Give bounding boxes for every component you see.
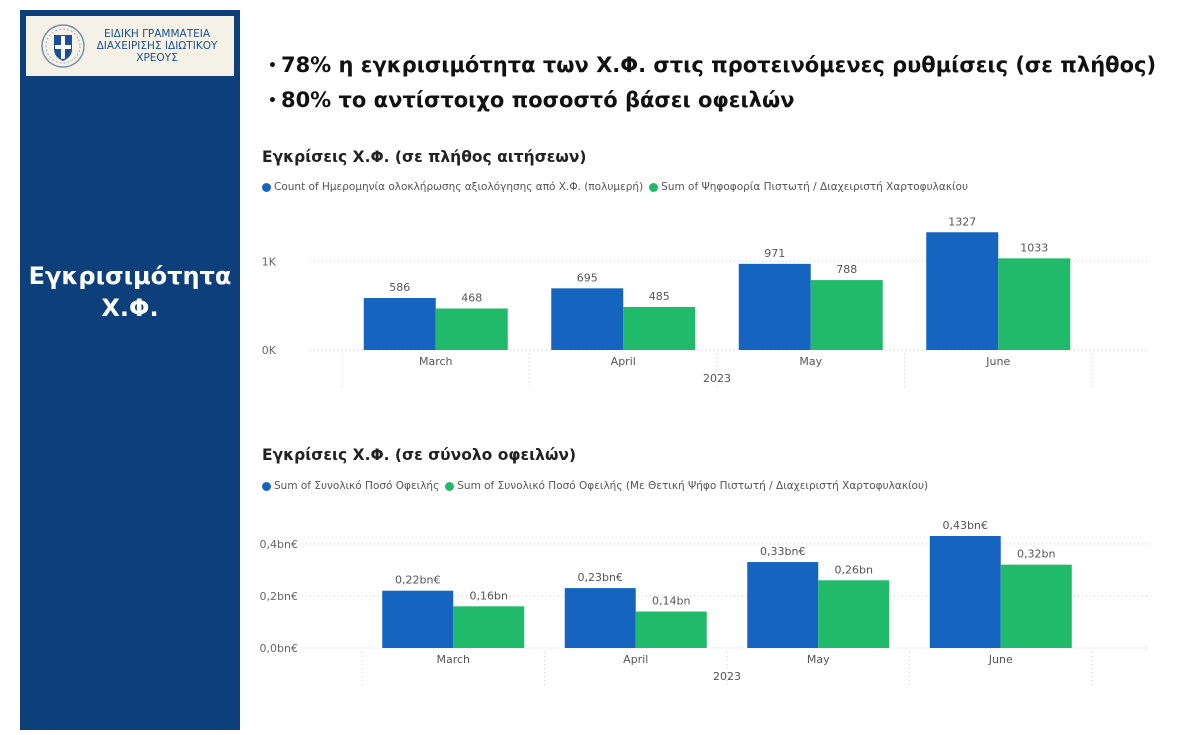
bar-green — [1000, 564, 1072, 648]
y-tick-label: 0K — [262, 344, 277, 357]
bar-green — [810, 280, 883, 350]
x-group-label: 2023 — [703, 372, 731, 385]
logo-text: ΕΙΔΙΚΗ ΓΡΑΜΜΑΤΕΙΑ ΔΙΑΧΕΙΡΙΣΗΣ ΙΔΙΩΤΙΚΟΥ … — [86, 28, 234, 64]
sidebar-title-line-2: Χ.Φ. — [101, 294, 159, 322]
bar-data-label: 0,14bn — [652, 595, 690, 608]
x-group-label: 2023 — [713, 670, 741, 683]
x-tick-label: May — [807, 653, 830, 666]
bullet-item: • 80% το αντίστοιχο ποσοστό βάσει οφειλών — [268, 88, 795, 112]
bar-data-label: 0,32bn — [1017, 548, 1055, 561]
chart1-title: Εγκρίσεις Χ.Φ. (σε πλήθος αιτήσεων) — [262, 148, 587, 166]
bar-data-label: 0,33bn€ — [760, 545, 805, 558]
legend-item-series-2[interactable]: Sum of Συνολικό Ποσό Οφειλής (Με Θετική … — [445, 480, 928, 492]
bar-data-label: 0,16bn — [470, 589, 508, 602]
bar-blue — [926, 232, 999, 350]
bullet-text-1: 78% η εγκρισιμότητα των Χ.Φ. στις προτει… — [280, 53, 1157, 77]
y-tick-label: 0,0bn€ — [260, 642, 298, 655]
x-tick-label: March — [436, 653, 470, 666]
bar-data-label: 0,26bn — [835, 563, 873, 576]
bar-blue — [382, 590, 454, 648]
bar-data-label: 485 — [649, 290, 670, 303]
bar-blue — [551, 288, 624, 350]
chart1-plot: 0K 1K 586 468 March 695 485 April 971 788 May 1327 1… — [262, 215, 1150, 390]
x-tick-label: June — [988, 653, 1013, 666]
bar-green — [998, 258, 1071, 350]
bullet-text-2: 80% το αντίστοιχο ποσοστό βάσει οφειλών — [280, 88, 795, 112]
bar-blue — [564, 588, 636, 648]
bullet-item: • 78% η εγκρισιμότητα των Χ.Φ. στις προτε… — [268, 53, 1157, 77]
x-tick-label: April — [611, 355, 636, 368]
bar-data-label: 1033 — [1020, 241, 1048, 254]
chart2-plot: 0,0bn€ 0,2bn€ 0,4bn€ 0,22bn€ 0,16bn March 0,23… — [260, 519, 1150, 688]
sidebar-title-line-1: Εγκρισιμότητα — [28, 262, 232, 290]
bar-data-label: 788 — [836, 263, 857, 276]
bar-green — [623, 306, 696, 350]
chart1-legend: Count of Ημερομηνία ολοκλήρωσης αξιολόγη… — [262, 181, 974, 193]
chart2-title: Εγκρίσεις Χ.Φ. (σε σύνολο οφειλών) — [262, 446, 577, 464]
legend-swatch-blue — [262, 182, 271, 192]
legend-label: Sum of Ψηφοφορία Πιστωτή / Διαχειριστή Χ… — [661, 181, 969, 193]
legend-label: Count of Ημερομηνία ολοκλήρωσης αξιολόγη… — [274, 181, 644, 193]
bar-green — [635, 611, 707, 648]
bar-data-label: 468 — [461, 291, 482, 304]
x-tick-label: June — [985, 355, 1010, 368]
logo-line-3: ΧΡΕΟΥΣ — [136, 52, 178, 64]
bar-data-label: 0,23bn€ — [578, 571, 623, 584]
y-tick-label: 0,4bn€ — [260, 538, 298, 551]
x-tick-label: March — [419, 355, 453, 368]
bar-blue — [747, 562, 819, 648]
key-findings: • 78% η εγκρισιμότητα των Χ.Φ. στις προτε… — [268, 48, 1156, 118]
legend-swatch-blue — [262, 481, 271, 491]
legend-item-series-2[interactable]: Sum of Ψηφοφορία Πιστωτή / Διαχειριστή Χ… — [649, 181, 968, 193]
bar-data-label: 1327 — [948, 215, 976, 228]
legend-swatch-green — [445, 481, 455, 491]
legend-label: Sum of Συνολικό Ποσό Οφειλής (Με Θετική … — [457, 480, 929, 492]
bar-data-label: 0,22bn€ — [395, 574, 440, 587]
logo-line-2: ΔΙΑΧΕΙΡΙΣΗΣ ΙΔΙΩΤΙΚΟΥ — [96, 40, 218, 52]
legend-swatch-green — [649, 182, 659, 192]
y-tick-label: 1K — [262, 255, 277, 268]
bar-green — [453, 606, 525, 648]
bar-data-label: 0,43bn€ — [943, 519, 988, 532]
x-tick-label: April — [623, 653, 648, 666]
legend-label: Sum of Συνολικό Ποσό Οφειλής — [274, 480, 440, 492]
bar-blue — [363, 298, 436, 350]
greek-emblem-icon — [41, 24, 85, 68]
legend-item-series-1[interactable]: Count of Ημερομηνία ολοκλήρωσης αξιολόγη… — [262, 181, 643, 193]
sidebar-title: Εγκρισιμότητα Χ.Φ. — [20, 260, 240, 324]
sidebar-panel: ΕΙΔΙΚΗ ΓΡΑΜΜΑΤΕΙΑ ΔΙΑΧΕΙΡΙΣΗΣ ΙΔΙΩΤΙΚΟΥ … — [20, 10, 240, 730]
bar-green — [818, 580, 890, 648]
bar-blue — [738, 263, 811, 350]
legend-item-series-1[interactable]: Sum of Συνολικό Ποσό Οφειλής — [262, 480, 439, 492]
bar-data-label: 695 — [577, 271, 598, 284]
logo-line-1: ΕΙΔΙΚΗ ΓΡΑΜΜΑΤΕΙΑ — [103, 28, 211, 40]
bar-data-label: 586 — [389, 281, 410, 294]
bar-data-label: 971 — [764, 247, 785, 260]
chart2-legend: Sum of Συνολικό Ποσό Οφειλής Sum of Συνο… — [262, 480, 934, 492]
y-tick-label: 0,2bn€ — [260, 590, 298, 603]
bar-green — [435, 308, 508, 350]
x-tick-label: May — [799, 355, 822, 368]
logo: ΕΙΔΙΚΗ ΓΡΑΜΜΑΤΕΙΑ ΔΙΑΧΕΙΡΙΣΗΣ ΙΔΙΩΤΙΚΟΥ … — [26, 16, 234, 76]
bar-blue — [929, 536, 1001, 648]
